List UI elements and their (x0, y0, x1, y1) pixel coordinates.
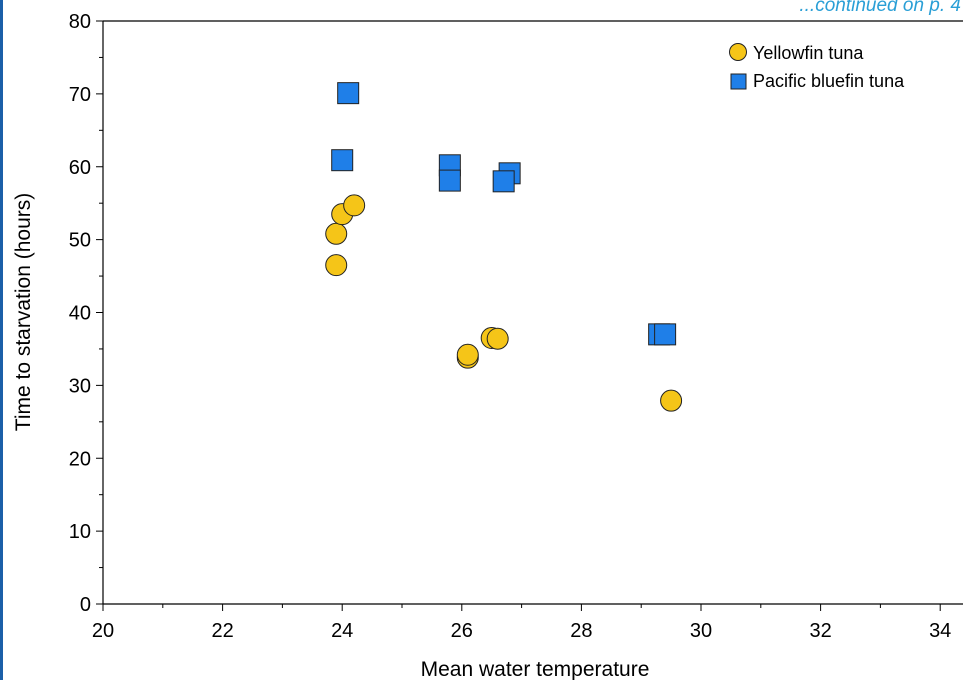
x-tick-label: 32 (809, 620, 831, 642)
legend-marker-bluefin (730, 73, 747, 90)
bluefin-point (492, 170, 515, 193)
x-tick-label: 30 (690, 620, 712, 642)
continuation-note[interactable]: ...continued on p. 4 (799, 0, 961, 16)
yellowfin-point (456, 343, 479, 366)
x-tick-label: 20 (92, 620, 114, 642)
x-axis-title: Mean water temperature (421, 658, 650, 680)
legend: Yellowfin tuna Pacific bluefin tuna (729, 43, 905, 91)
legend-label-bluefin: Pacific bluefin tuna (753, 71, 905, 91)
yellowfin-point (343, 194, 366, 217)
bluefin-point (331, 149, 354, 172)
axes (102, 20, 963, 605)
yellowfin-point (325, 254, 348, 277)
x-tick-label: 24 (331, 620, 353, 642)
bluefin-point (654, 323, 677, 346)
y-tick-label: 80 (69, 11, 91, 33)
legend-label-yellowfin: Yellowfin tuna (753, 43, 864, 63)
y-axis-title: Time to starvation (hours) (12, 193, 35, 431)
data-points (325, 82, 683, 412)
y-tick-label: 40 (69, 303, 91, 325)
y-axis-ticks: 0 10 20 30 40 50 60 70 80 (69, 11, 103, 616)
y-tick-label: 30 (69, 375, 91, 397)
x-tick-label: 26 (451, 620, 473, 642)
legend-marker-yellowfin (729, 43, 747, 61)
yellowfin-point (486, 327, 509, 350)
bluefin-point (337, 82, 360, 105)
yellowfin-point (325, 222, 348, 245)
bluefin-point (438, 169, 461, 192)
y-tick-label: 50 (69, 230, 91, 252)
x-tick-label: 22 (211, 620, 233, 642)
y-tick-label: 60 (69, 157, 91, 179)
y-tick-label: 70 (69, 84, 91, 106)
yellowfin-point (660, 389, 683, 412)
x-axis-ticks: 20 22 24 26 28 30 32 34 (92, 604, 951, 642)
y-tick-label: 20 (69, 448, 91, 470)
x-tick-label: 28 (570, 620, 592, 642)
y-tick-label: 10 (69, 521, 91, 543)
y-tick-label: 0 (80, 594, 91, 616)
x-tick-label: 34 (929, 620, 951, 642)
